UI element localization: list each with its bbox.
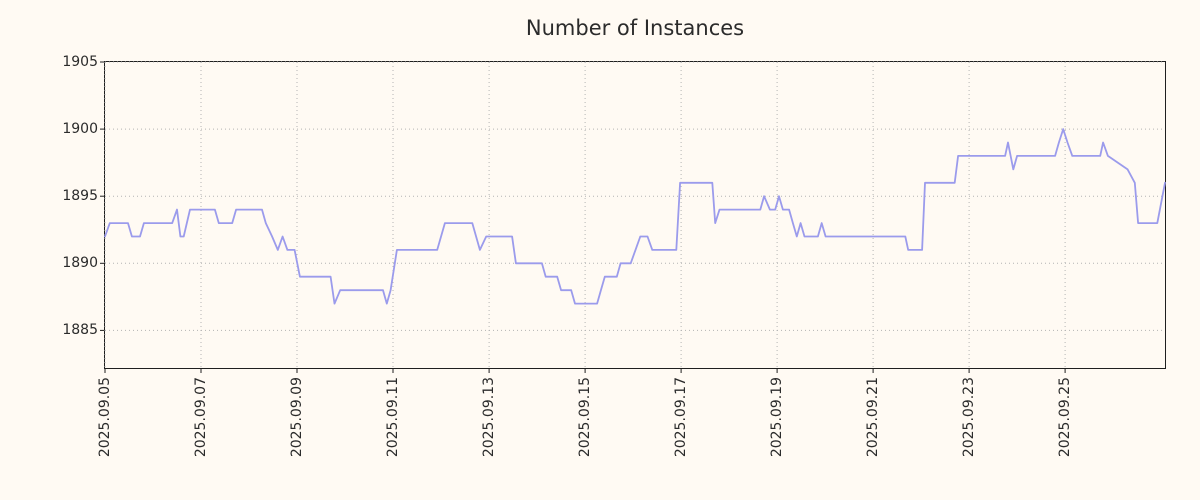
x-tick-label: 2025.09.21	[865, 377, 882, 458]
y-tick-label: 1895	[62, 188, 98, 205]
x-tick-label: 2025.09.23	[961, 377, 978, 458]
y-tick-label: 1885	[62, 322, 98, 339]
x-tick-label: 2025.09.19	[769, 377, 786, 458]
x-tick-label: 2025.09.25	[1057, 377, 1074, 458]
x-tick-label: 2025.09.11	[385, 377, 402, 458]
data-line	[104, 128, 1166, 305]
chart-title: Number of Instances	[525, 16, 745, 40]
line-chart	[100, 61, 1166, 373]
x-tick-label: 2025.09.09	[289, 377, 306, 458]
y-tick-label: 1900	[62, 121, 98, 138]
y-tick-label: 1905	[62, 54, 98, 70]
y-tick-label: 1890	[62, 255, 98, 272]
x-tick-label: 2025.09.17	[673, 377, 690, 458]
x-tick-label: 2025.09.05	[97, 377, 113, 458]
plot-area	[100, 61, 1166, 373]
x-tick-label: 2025.09.15	[577, 377, 594, 458]
x-tick-label: 2025.09.07	[193, 377, 209, 458]
x-tick-label: 2025.09.13	[481, 377, 498, 458]
